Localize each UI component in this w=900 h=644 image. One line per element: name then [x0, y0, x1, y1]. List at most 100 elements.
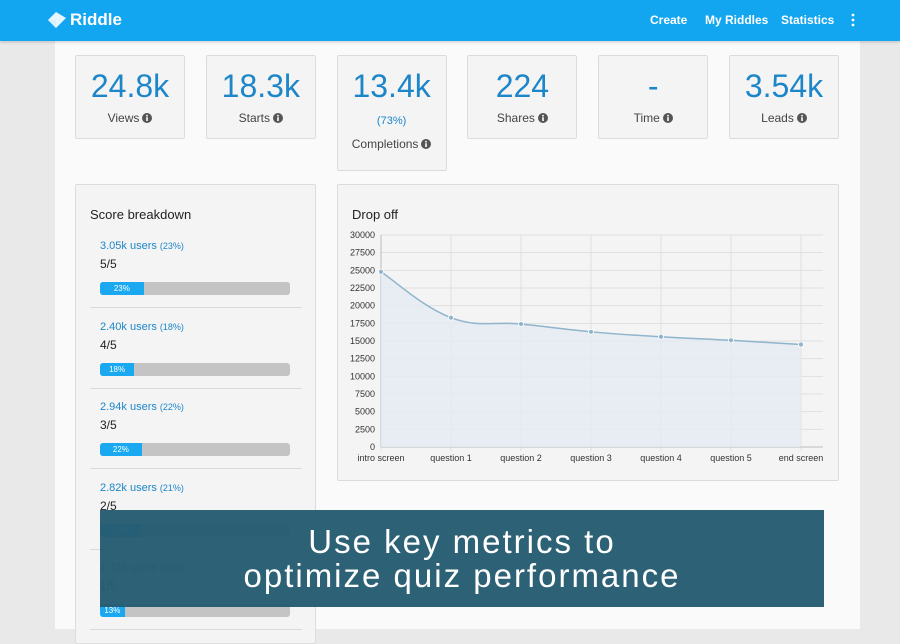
y-tick-label: 2500: [355, 424, 375, 434]
metric-card: 13.4k (73%) Completions: [336, 55, 447, 171]
bar-label: 23%: [113, 284, 130, 293]
chart: 0 2500 5000 7500 10000 12500 15000 17500 20000 22…: [350, 230, 824, 463]
metric-label-row: Views: [76, 111, 184, 125]
metric-label: Leads: [761, 111, 794, 125]
users-row: 3.05k users (23%): [100, 240, 184, 252]
point: [518, 321, 524, 327]
metric-card: 18.3k Starts: [205, 55, 316, 139]
y-tick-label: 0: [370, 442, 375, 452]
x-tick-label: question 1: [430, 453, 472, 463]
metric-label: Views: [107, 111, 140, 125]
metric-value: 3.54k: [744, 68, 824, 104]
separator: [90, 468, 302, 469]
metric-label-row: Starts: [207, 111, 315, 125]
metric-extra: (73%): [376, 115, 407, 127]
metric-card: 224 Shares: [467, 55, 578, 139]
metric-card: - Time: [598, 55, 709, 139]
bar-track: 13%: [100, 604, 290, 617]
share: (23%): [159, 241, 184, 251]
info-icon[interactable]: [662, 113, 673, 123]
y-tick-label: 25000: [350, 265, 375, 275]
y-tick-label: 5000: [355, 407, 375, 417]
info-icon[interactable]: [142, 113, 153, 123]
share: (18%): [159, 321, 184, 332]
metric-label-row: Completions: [338, 137, 446, 151]
users: 2.40k users: [100, 320, 157, 333]
x-tick-label: question 4: [640, 453, 682, 463]
metric-label: Completions: [351, 137, 419, 151]
point: [588, 328, 594, 335]
y-tick-label: 30000: [350, 230, 375, 240]
y-tick-label: 22500: [350, 283, 375, 293]
y-tick-label: 12500: [350, 354, 375, 364]
nav-link[interactable]: Statistics: [781, 13, 835, 27]
logo[interactable]: Riddle: [70, 10, 122, 29]
bar-fill: 18%: [100, 362, 135, 376]
users: 2.82k users: [100, 481, 157, 494]
metric-value: 13.4k: [352, 68, 431, 104]
metric-label-row: Time: [599, 111, 707, 125]
separator: [90, 629, 302, 630]
info-icon[interactable]: [537, 113, 548, 123]
y-tick-label: 27500: [350, 248, 375, 258]
point: [378, 268, 384, 275]
x-tick-label: question 5: [710, 453, 752, 463]
panel-title: Score breakdown: [90, 207, 192, 222]
banner: Use key metrics to optimize quiz performa…: [100, 510, 824, 607]
bar-fill: 23%: [100, 282, 144, 295]
score: 5/5: [100, 257, 117, 271]
nav-link[interactable]: My Riddles: [705, 13, 769, 27]
users-row: 2.94k users (22%): [100, 401, 184, 413]
menu-icon[interactable]: [850, 13, 856, 27]
logo-icon: [48, 12, 66, 28]
users-row: 2.82k users (21%): [100, 482, 184, 494]
users: 3.05k users: [100, 240, 157, 252]
metric-value: 24.8k: [90, 68, 170, 104]
panel-title: Drop off: [352, 207, 399, 222]
banner-line: Use key metrics to: [308, 523, 616, 560]
y-tick-label: 20000: [350, 301, 375, 311]
banner-line: optimize quiz performance: [243, 557, 681, 594]
bar-track: 22%: [100, 443, 290, 456]
y-tick-label: 17500: [350, 318, 375, 328]
share: (22%): [159, 402, 184, 412]
users: 2.94k users: [100, 401, 157, 413]
score: 2/5: [100, 498, 117, 513]
info-icon[interactable]: [421, 139, 432, 149]
nav-link[interactable]: Create: [650, 13, 688, 27]
x-tick-label: end screen: [779, 453, 824, 463]
point: [658, 333, 664, 340]
users-row: 2.40k users (18%): [100, 321, 184, 333]
x-tick-label: intro screen: [357, 453, 404, 463]
score: 3/5: [100, 418, 117, 432]
bar-label: 13%: [104, 606, 121, 615]
metric-value: 224: [495, 68, 550, 104]
bar-track: 18%: [100, 362, 290, 376]
y-tick-label: 15000: [350, 336, 375, 346]
score: 4/5: [100, 337, 117, 352]
bar-fill: 13%: [100, 604, 125, 617]
metric-label: Starts: [238, 111, 270, 125]
point: [448, 314, 454, 321]
y-tick-label: 7500: [355, 389, 375, 399]
bar-label: 18%: [109, 364, 126, 374]
info-icon[interactable]: [272, 113, 283, 123]
bar-fill: 22%: [100, 443, 142, 456]
metric-label: Shares: [496, 111, 535, 125]
x-tick-label: question 2: [500, 453, 542, 463]
bar-track: 23%: [100, 282, 290, 295]
metric-label: Time: [633, 111, 660, 125]
separator: [90, 307, 302, 308]
info-icon[interactable]: [796, 113, 807, 123]
metric-card: 24.8k Views: [75, 55, 185, 139]
point: [798, 341, 804, 348]
point: [728, 337, 734, 344]
metric-value: 18.3k: [221, 68, 300, 104]
area: [381, 271, 801, 447]
metric-value: -: [647, 68, 659, 104]
bar-label: 22%: [112, 445, 129, 454]
separator: [90, 387, 302, 389]
y-tick-label: 10000: [350, 371, 375, 381]
metric-label-row: Shares: [468, 111, 576, 125]
